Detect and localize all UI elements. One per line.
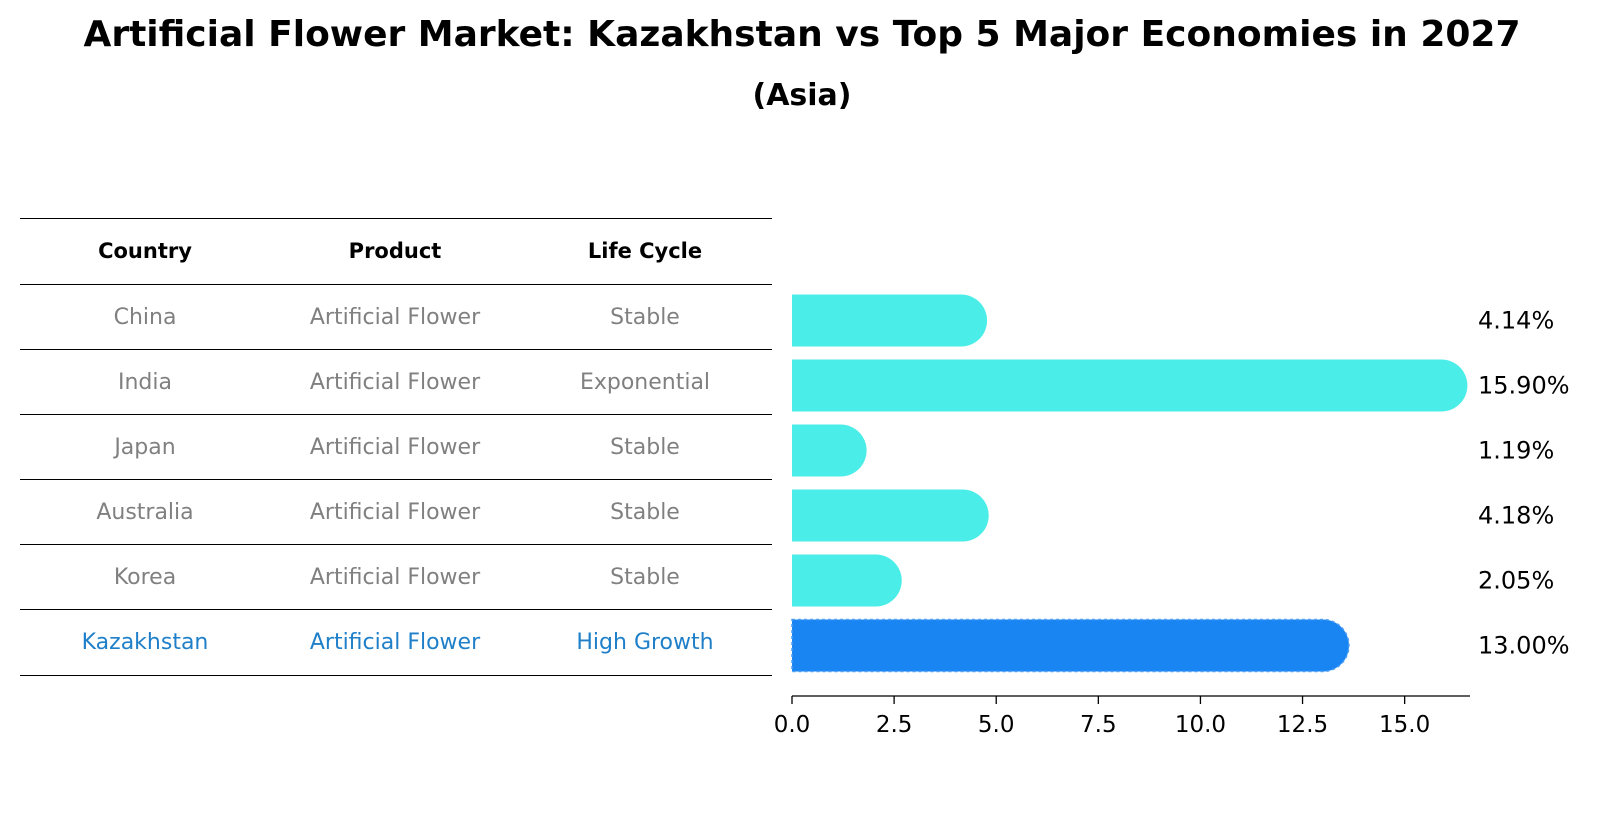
table-rule: [20, 479, 772, 480]
chart-subtitle: (Asia): [752, 78, 852, 113]
value-label: 15.90%: [1478, 372, 1570, 400]
header-country: Country: [98, 239, 192, 263]
table-row-japan: Japan Artificial Flower Stable: [20, 414, 772, 480]
table-row-china: China Artificial Flower Stable: [20, 284, 772, 350]
x-tick-label: 0.0: [774, 712, 811, 738]
x-tick-label: 12.5: [1277, 712, 1328, 738]
chart-title: Artificial Flower Market: Kazakhstan vs …: [83, 14, 1521, 55]
cell-product: Artificial Flower: [309, 304, 481, 330]
cell-life-cycle: Stable: [610, 499, 680, 525]
table-rule: [20, 675, 772, 676]
bar-australia: [792, 489, 989, 542]
cell-country: Korea: [113, 564, 177, 590]
table-rule: [20, 609, 772, 610]
cell-country: Japan: [114, 434, 176, 460]
cell-life-cycle: Exponential: [579, 369, 711, 395]
table-rule: [20, 284, 772, 285]
bar-china: [792, 294, 988, 347]
table-rule: [20, 218, 772, 219]
table-rule: [20, 414, 772, 415]
table-row-kazakhstan: Kazakhstan Artificial Flower High Growth: [20, 609, 772, 675]
bar-japan: [792, 424, 867, 477]
cell-product: Artificial Flower: [309, 369, 481, 395]
x-tick-label: 10.0: [1175, 712, 1226, 738]
value-label: 4.18%: [1478, 502, 1554, 530]
bar-india: [792, 359, 1468, 412]
table-rule: [20, 349, 772, 350]
header-life-cycle: Life Cycle: [587, 239, 703, 263]
cell-life-cycle: High Growth: [576, 629, 714, 655]
table-row-korea: Korea Artificial Flower Stable: [20, 544, 772, 610]
x-tick-label: 15.0: [1379, 712, 1430, 738]
cell-country: Kazakhstan: [81, 629, 209, 655]
bar-korea: [792, 554, 902, 607]
cell-life-cycle: Stable: [610, 304, 680, 330]
bar-kazakhstan: [791, 618, 1350, 673]
table-header-row: Country Product Life Cycle: [20, 218, 772, 284]
value-label: 2.05%: [1478, 567, 1554, 595]
cell-country: China: [113, 304, 177, 330]
cell-product: Artificial Flower: [309, 499, 481, 525]
x-tick-label: 5.0: [978, 712, 1015, 738]
cell-life-cycle: Stable: [610, 434, 680, 460]
value-label: 13.00%: [1478, 632, 1570, 660]
value-label: 1.19%: [1478, 437, 1554, 465]
cell-product: Artificial Flower: [309, 629, 481, 655]
cell-country: India: [118, 369, 172, 395]
cell-country: Australia: [96, 499, 194, 525]
table-row-australia: Australia Artificial Flower Stable: [20, 479, 772, 545]
cell-life-cycle: Stable: [610, 564, 680, 590]
cell-product: Artificial Flower: [309, 564, 481, 590]
x-tick-label: 2.5: [876, 712, 913, 738]
header-product: Product: [348, 239, 442, 263]
table-row-india: India Artificial Flower Exponential: [20, 349, 772, 415]
cell-product: Artificial Flower: [309, 434, 481, 460]
table-rule: [20, 544, 772, 545]
x-tick-label: 7.5: [1080, 712, 1117, 738]
value-label: 4.14%: [1478, 307, 1554, 335]
